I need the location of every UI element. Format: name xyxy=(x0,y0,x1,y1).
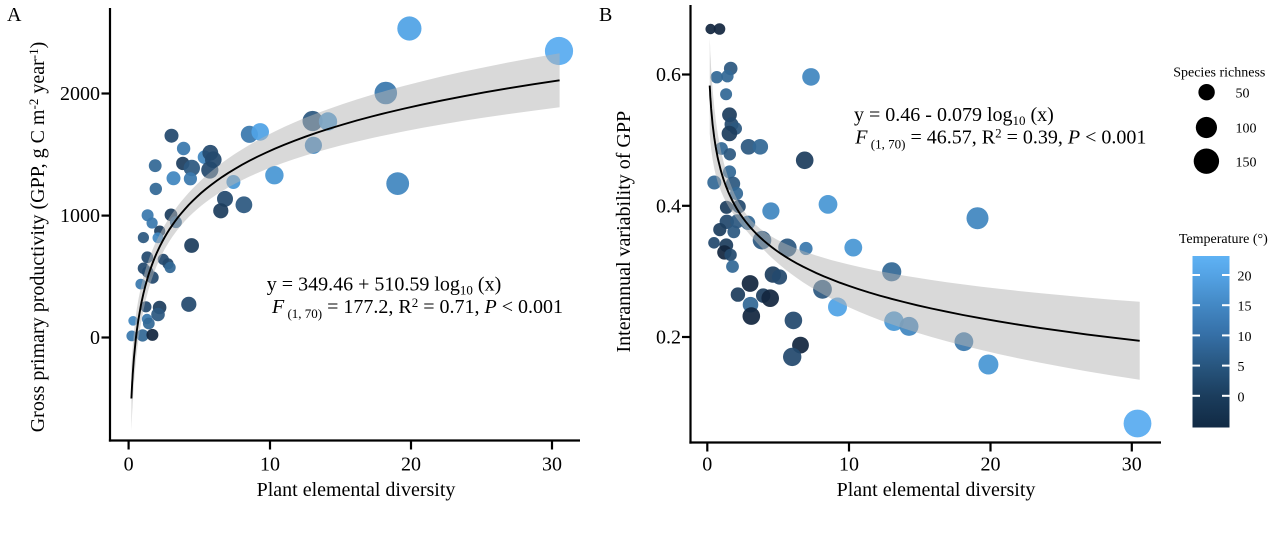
svg-text:2000: 2000 xyxy=(60,83,100,105)
svg-text:0: 0 xyxy=(124,454,134,476)
svg-text:1000: 1000 xyxy=(60,205,100,227)
svg-text:100: 100 xyxy=(1236,122,1257,137)
svg-text:Temperature (°): Temperature (°) xyxy=(1179,232,1268,247)
svg-text:y = 349.46 + 510.59 log10 (x): y = 349.46 + 510.59 log10 (x) xyxy=(267,274,501,298)
svg-text:50: 50 xyxy=(1236,86,1250,101)
svg-text:0: 0 xyxy=(702,454,712,476)
svg-text:Plant elemental diversity: Plant elemental diversity xyxy=(837,479,1036,501)
svg-text:Gross primary productivity (GP: Gross primary productivity (GPP, g C m-2… xyxy=(26,42,49,433)
svg-text:20: 20 xyxy=(1238,269,1252,284)
svg-text:F (1, 70) = 46.57, R2 = 0.39,: F (1, 70) = 46.57, R2 = 0.39, P < 0.001 xyxy=(854,126,1146,152)
svg-text:10: 10 xyxy=(260,454,280,476)
svg-text:5: 5 xyxy=(1238,360,1245,375)
svg-text:10: 10 xyxy=(1238,330,1252,345)
svg-text:0: 0 xyxy=(1238,391,1245,406)
svg-text:0.6: 0.6 xyxy=(656,64,681,86)
svg-text:B: B xyxy=(599,4,612,26)
svg-text:150: 150 xyxy=(1236,156,1257,171)
svg-text:Species richness: Species richness xyxy=(1173,66,1265,81)
svg-text:0.4: 0.4 xyxy=(656,195,681,217)
svg-text:20: 20 xyxy=(981,454,1001,476)
svg-text:30: 30 xyxy=(1122,454,1142,476)
svg-text:Interannual variability of GPP: Interannual variability of GPP xyxy=(613,111,635,353)
svg-text:0: 0 xyxy=(90,327,100,349)
svg-text:15: 15 xyxy=(1238,299,1252,314)
svg-text:20: 20 xyxy=(401,454,421,476)
svg-text:10: 10 xyxy=(839,454,859,476)
svg-text:A: A xyxy=(7,4,22,26)
svg-text:30: 30 xyxy=(542,454,562,476)
svg-text:F (1, 70) = 177.2, R2 = 0.71,: F (1, 70) = 177.2, R2 = 0.71, P < 0.001 xyxy=(271,295,563,321)
svg-text:Plant elemental diversity: Plant elemental diversity xyxy=(257,479,456,501)
svg-text:0.2: 0.2 xyxy=(656,327,681,349)
